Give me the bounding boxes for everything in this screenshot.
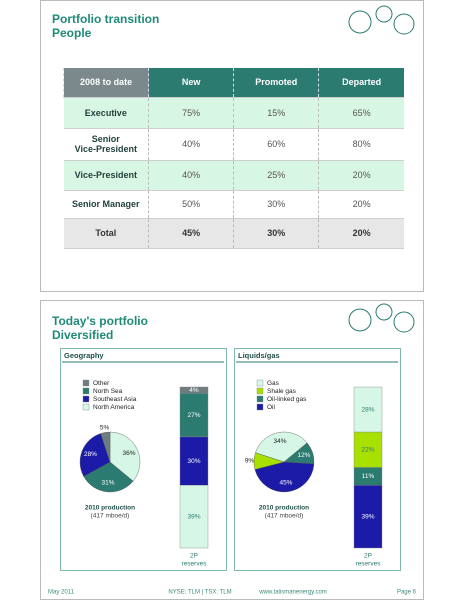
legend-swatch	[256, 395, 264, 403]
bar-label: 39%	[361, 513, 374, 520]
bar-segment	[179, 485, 209, 549]
legend-label: North Sea	[93, 388, 123, 395]
footer-tickers: NYSE: TLM | TSX: TLM	[168, 590, 231, 596]
table-row: Executive 75% 15% 65%	[63, 97, 404, 129]
table-row: Senior Manager 50% 30% 20%	[63, 190, 404, 219]
legend-swatch	[82, 379, 90, 387]
table-cell: Executive	[63, 97, 149, 129]
pie-caption: (417 mboe/d)	[265, 513, 304, 520]
legend-swatch	[82, 403, 90, 411]
table-cell: 20%	[318, 218, 404, 249]
pie-caption: 2010 production	[259, 505, 309, 512]
table-cell: 75%	[148, 97, 234, 129]
pie-caption: (417 mboe/d)	[91, 513, 130, 520]
footer-date: May 2011	[48, 590, 75, 596]
table-cell: 65%	[318, 97, 404, 129]
slide-subtitle: Diversified	[52, 328, 113, 342]
pie-slice	[109, 431, 141, 482]
pie-slice	[83, 461, 134, 493]
bar-label: 27%	[187, 412, 200, 419]
panel-heading: Geography	[64, 351, 104, 360]
table-cell: 2008 to date	[62, 68, 149, 98]
legend-label: Other	[93, 380, 110, 387]
table-row: Vice-President 40% 25% 20%	[63, 160, 404, 191]
bar-label: 39%	[187, 513, 200, 520]
legend-label: North America	[93, 404, 135, 411]
bar-label: 11%	[362, 473, 375, 480]
legend-swatch	[82, 387, 90, 395]
pie-label: 31%	[102, 480, 115, 487]
legend-label: Oil	[267, 404, 276, 411]
table-cell: 15%	[233, 97, 319, 129]
bar-caption: reserves	[356, 561, 382, 568]
bar-label: 30%	[187, 458, 200, 465]
bar-segment	[353, 431, 383, 468]
footer-page: Page 6	[397, 590, 417, 596]
legend-swatch	[256, 403, 264, 411]
legend-label: Southeast Asia	[93, 396, 137, 403]
bar-caption: reserves	[182, 561, 208, 568]
table-cell: 30%	[233, 218, 319, 249]
table-row: Total 45% 30% 20%	[63, 218, 404, 249]
pie-label: 9%	[245, 458, 255, 465]
legend-swatch	[82, 395, 90, 403]
table-cell: Vice-President	[63, 160, 149, 191]
bar-segment	[179, 436, 209, 486]
table-cell: 40%	[148, 128, 234, 161]
table-cell: 30%	[233, 190, 319, 219]
pie-slice	[100, 431, 111, 463]
bar-caption: 2P	[190, 553, 198, 560]
panel-frame	[60, 348, 227, 571]
bar-label: 4%	[189, 387, 199, 394]
panel-heading: Liquids/gas	[238, 351, 280, 360]
legend-label: Oil-linked gas	[267, 396, 307, 403]
pie-label: 45%	[279, 480, 292, 487]
legend-label: Shale gas	[267, 388, 297, 395]
table-cell: Departed	[318, 68, 404, 98]
table-cell: 45%	[148, 218, 234, 249]
table-cell: 20%	[318, 160, 404, 191]
slide-subtitle: People	[52, 26, 92, 40]
panel-frame	[234, 348, 401, 571]
table-cell: Senior Manager	[63, 190, 149, 219]
table-cell: Total	[63, 218, 149, 249]
table-cell: Senior Vice-President	[63, 128, 149, 161]
slide-frame	[40, 0, 424, 292]
table-cell: 80%	[318, 128, 404, 161]
logo	[348, 5, 415, 333]
bar-caption: 2P	[364, 553, 372, 560]
pie-label: 28%	[84, 451, 97, 458]
table-cell: 50%	[148, 190, 234, 219]
bar-label: 22%	[361, 447, 374, 454]
table-row: 2008 to date New Promoted Departed	[62, 68, 404, 98]
table-cell: 25%	[233, 160, 319, 191]
slide-title: Portfolio transition	[52, 12, 159, 26]
legend-label: Gas	[267, 380, 280, 387]
bar-segment	[353, 485, 383, 549]
bar-label: 28%	[361, 406, 374, 413]
pie-slice	[79, 433, 111, 477]
legend-swatch	[256, 379, 264, 387]
pie-slice	[254, 461, 315, 493]
pie-label: 36%	[122, 450, 135, 457]
pie-slice	[255, 431, 308, 463]
slide-title: Today's portfolio	[52, 314, 148, 328]
table-cell: New	[148, 68, 234, 98]
table-cell: 60%	[233, 128, 319, 161]
pie-label: 34%	[274, 438, 287, 445]
footer-url: www.talismanenergy.com	[258, 590, 327, 596]
table: 2008 to date New Promoted Departed Executive…	[62, 68, 404, 249]
pie-label: 12%	[297, 452, 310, 459]
table-cell: Promoted	[233, 68, 319, 98]
table-cell: 20%	[318, 190, 404, 219]
pie-slice	[253, 452, 285, 470]
pie-label: 5%	[100, 425, 110, 432]
table-row: Senior Vice-President 40% 60% 80%	[63, 128, 404, 161]
table-cell: 40%	[148, 160, 234, 191]
pie-caption: 2010 production	[85, 505, 135, 512]
legend-swatch	[256, 387, 264, 395]
